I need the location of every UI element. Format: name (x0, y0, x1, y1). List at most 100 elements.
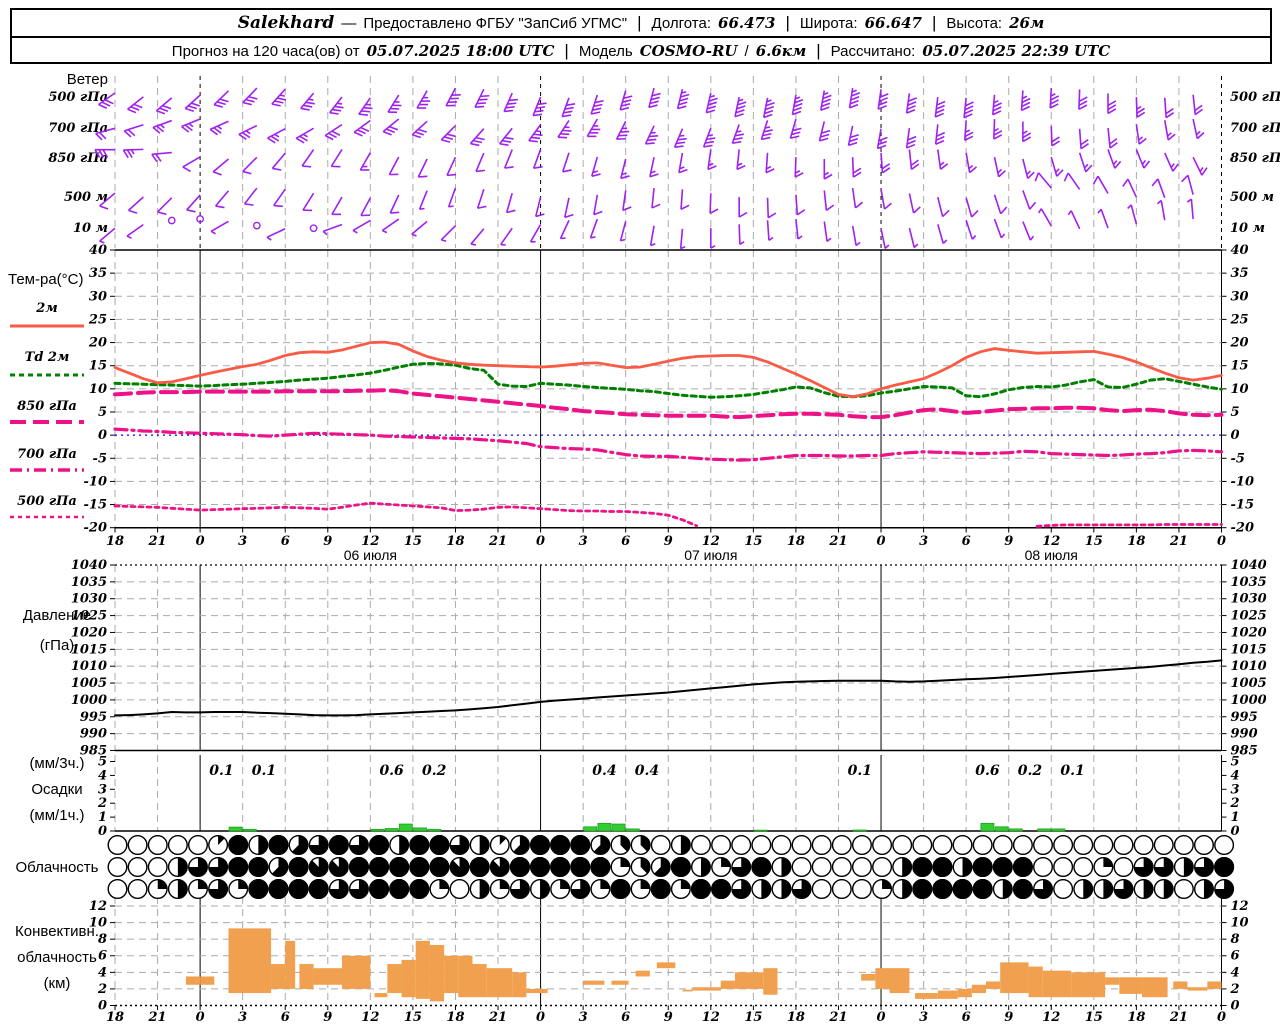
svg-text:18: 18 (787, 1010, 805, 1024)
svg-text:6: 6 (98, 949, 107, 964)
svg-text:1035: 1035 (71, 575, 107, 590)
svg-text:0.4: 0.4 (592, 763, 616, 779)
svg-text:15: 15 (404, 1010, 422, 1024)
svg-text:Ветер: Ветер (67, 71, 108, 88)
svg-text:1025: 1025 (1231, 609, 1267, 624)
svg-text:0: 0 (98, 428, 107, 443)
svg-text:8: 8 (98, 932, 107, 947)
svg-text:10: 10 (1231, 916, 1249, 931)
svg-text:15: 15 (1085, 1010, 1103, 1024)
model-name: COSMO-RU (639, 42, 738, 60)
svg-text:-5: -5 (1231, 451, 1245, 466)
svg-text:6: 6 (621, 534, 630, 549)
svg-text:0: 0 (98, 999, 107, 1014)
svg-text:1020: 1020 (71, 625, 107, 640)
svg-text:30: 30 (1231, 289, 1249, 304)
svg-text:0: 0 (196, 1010, 205, 1024)
svg-text:5: 5 (98, 755, 107, 770)
svg-text:500 м: 500 м (1230, 190, 1274, 205)
svg-text:3: 3 (919, 534, 928, 549)
convective-bars (185, 928, 1222, 1002)
svg-text:3: 3 (238, 1010, 247, 1024)
svg-text:9: 9 (1004, 1010, 1013, 1024)
svg-text:1015: 1015 (71, 642, 107, 657)
svg-text:0: 0 (536, 534, 545, 549)
svg-text:15: 15 (744, 1010, 762, 1024)
svg-text:1000: 1000 (1231, 693, 1267, 708)
svg-text:40: 40 (89, 243, 107, 258)
svg-text:9: 9 (1004, 534, 1013, 549)
svg-text:0.1: 0.1 (1060, 763, 1084, 779)
latitude-label: Широта: (799, 14, 858, 32)
svg-text:9: 9 (664, 534, 673, 549)
cloudiness-rows (107, 835, 1235, 900)
svg-text:1005: 1005 (71, 676, 107, 691)
svg-text:12: 12 (89, 899, 107, 914)
svg-text:25: 25 (88, 312, 107, 327)
svg-text:3: 3 (579, 534, 588, 549)
svg-text:-10: -10 (84, 474, 108, 489)
svg-text:35: 35 (1231, 266, 1249, 281)
svg-text:-15: -15 (1231, 498, 1255, 513)
separator: | (931, 13, 937, 32)
svg-text:6: 6 (281, 534, 290, 549)
svg-text:35: 35 (89, 266, 107, 281)
svg-text:1025: 1025 (71, 609, 107, 624)
svg-text:21: 21 (828, 1010, 847, 1024)
svg-text:1040: 1040 (71, 558, 107, 573)
svg-text:1010: 1010 (71, 659, 107, 674)
svg-text:6: 6 (621, 1010, 630, 1024)
svg-text:985: 985 (80, 743, 107, 758)
model-resolution: 6.6км (755, 42, 807, 60)
svg-text:4: 4 (1231, 965, 1240, 980)
svg-text:-15: -15 (84, 498, 108, 513)
svg-text:15: 15 (1085, 534, 1103, 549)
svg-text:9: 9 (323, 534, 332, 549)
svg-text:21: 21 (1169, 1010, 1188, 1024)
header-dash: — (341, 14, 357, 32)
svg-text:4: 4 (98, 965, 107, 980)
svg-text:15: 15 (404, 534, 422, 549)
svg-text:20: 20 (1230, 336, 1249, 351)
svg-text:18: 18 (787, 534, 805, 549)
pressure-curve (114, 659, 1223, 717)
svg-text:1030: 1030 (1231, 592, 1267, 607)
svg-text:0: 0 (196, 534, 205, 549)
svg-text:2: 2 (1230, 796, 1240, 811)
svg-text:10: 10 (1231, 382, 1249, 397)
header-line-2: Прогноз на 120 часа(ов) от 05.07.2025 18… (12, 38, 1270, 64)
svg-text:18: 18 (446, 1010, 464, 1024)
svg-text:0.6: 0.6 (379, 763, 404, 779)
svg-text:0.4: 0.4 (635, 763, 659, 779)
forecast-prefix: Прогноз на 120 часа(ов) от (171, 42, 360, 60)
svg-text:4: 4 (98, 768, 107, 783)
svg-text:3: 3 (1231, 782, 1240, 797)
svg-text:6: 6 (281, 1010, 290, 1024)
svg-text:0.1: 0.1 (848, 763, 872, 779)
svg-text:08 июля: 08 июля (1025, 547, 1078, 563)
svg-text:9: 9 (323, 1010, 332, 1024)
svg-text:2: 2 (1230, 982, 1240, 997)
svg-text:1035: 1035 (1231, 575, 1267, 590)
svg-text:990: 990 (1231, 727, 1258, 742)
svg-text:07 июля: 07 июля (684, 547, 737, 563)
separator: | (564, 41, 569, 60)
svg-text:21: 21 (488, 534, 507, 549)
svg-text:3: 3 (98, 782, 107, 797)
svg-text:0.2: 0.2 (422, 763, 447, 779)
svg-text:10: 10 (89, 916, 107, 931)
svg-text:1010: 1010 (1231, 659, 1267, 674)
altitude-value: 26м (1009, 14, 1045, 32)
svg-text:Облачность: Облачность (16, 859, 99, 876)
svg-text:0: 0 (536, 1010, 545, 1024)
svg-text:-10: -10 (1231, 474, 1255, 489)
svg-text:12: 12 (1231, 899, 1249, 914)
svg-text:(мм/1ч.): (мм/1ч.) (29, 807, 84, 824)
svg-text:1030: 1030 (71, 592, 107, 607)
svg-text:500 м: 500 м (64, 190, 108, 205)
svg-text:850 гПа: 850 гПа (17, 399, 77, 414)
longitude-label: Долгота: (651, 14, 712, 32)
svg-text:20: 20 (88, 336, 107, 351)
svg-text:18: 18 (106, 534, 124, 549)
